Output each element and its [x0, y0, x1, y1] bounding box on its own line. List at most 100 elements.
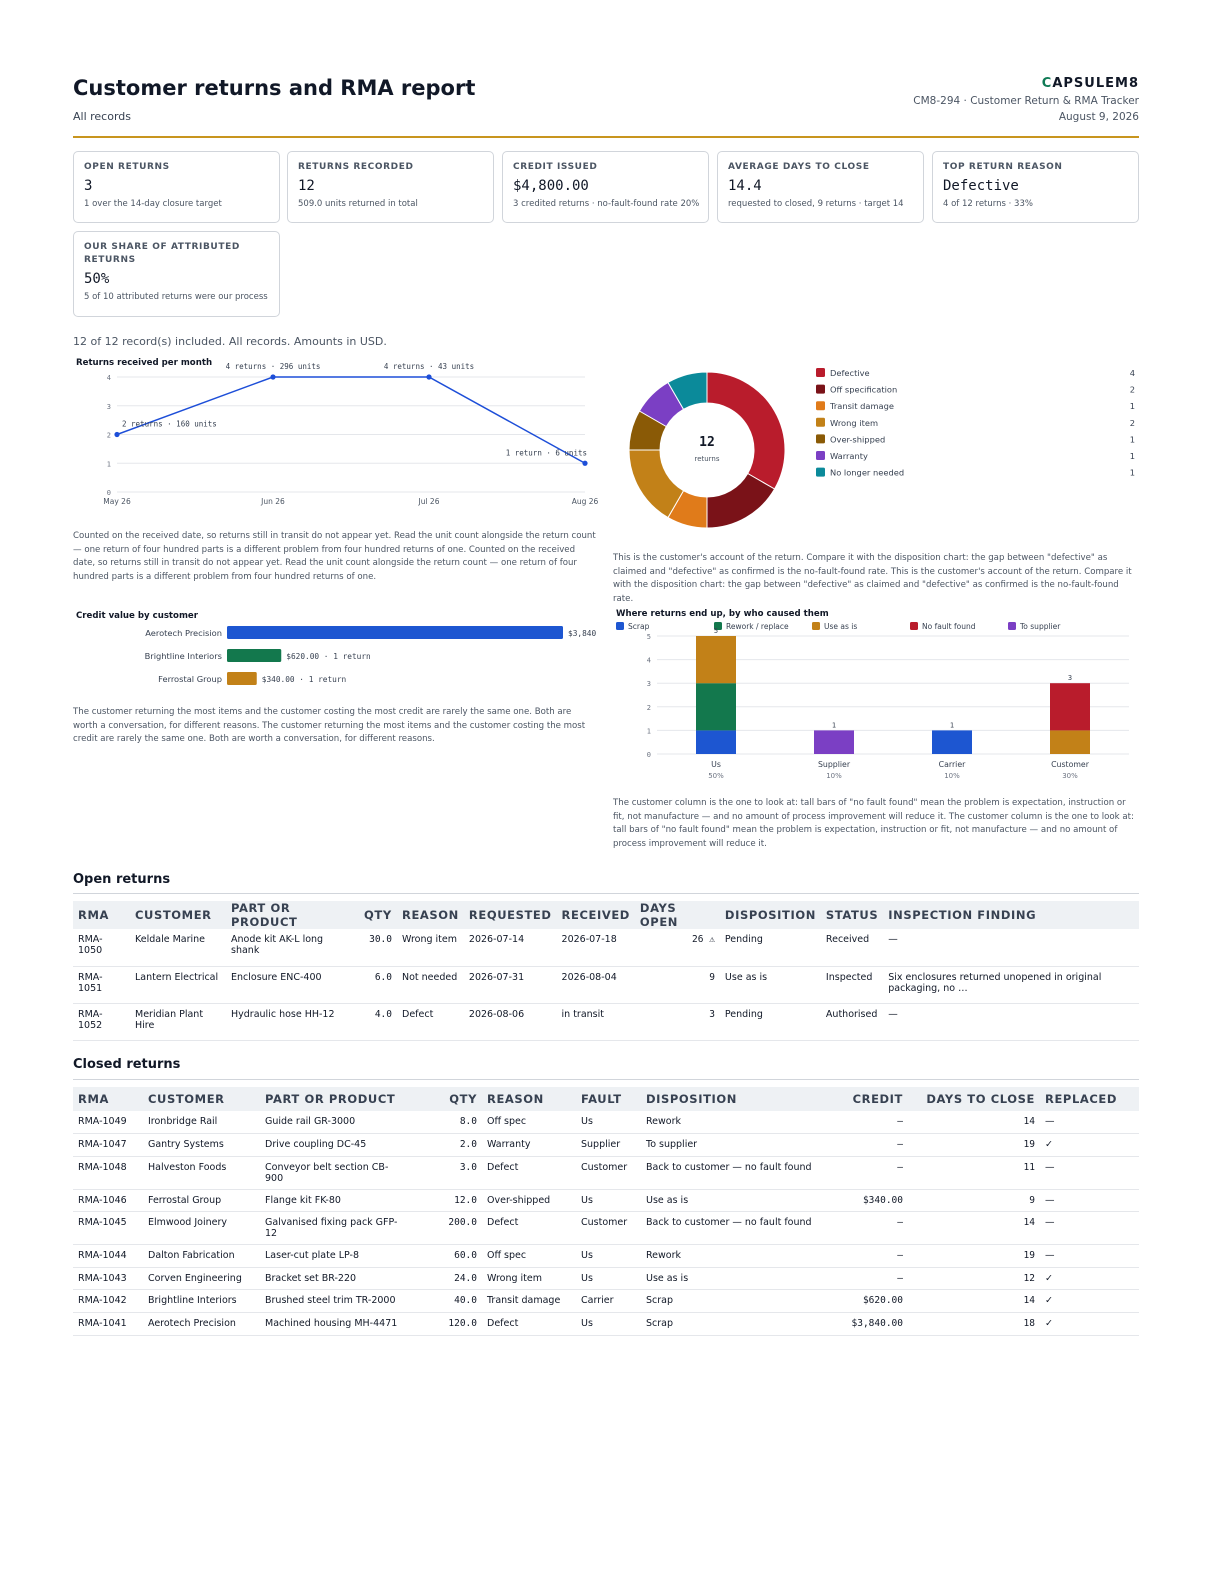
table-header-row: RMA CUSTOMER PART OR PRODUCT QTY REASON …	[73, 901, 1139, 929]
data-point	[114, 431, 120, 438]
table-row: RMA-1048 Halveston Foods Conveyor belt sec…	[73, 1156, 1139, 1190]
kpi-value: 14.4	[728, 178, 762, 194]
closed-returns-table: RMA CUSTOMER PART OR PRODUCT QTY REASON …	[73, 1087, 1139, 1336]
replaced-cell: —	[1040, 1244, 1139, 1268]
reason-cell: Over-shipped	[482, 1189, 576, 1213]
column-header: RMA	[73, 901, 130, 929]
x-tick-label: Carrier	[939, 760, 966, 769]
y-tick-label: 3	[107, 403, 111, 411]
column-header: DISPOSITION	[719, 901, 821, 929]
qty-cell: 40.0	[410, 1289, 482, 1314]
table-row: RMA-1051 Lantern Electrical Enclosure EN…	[73, 966, 1139, 1004]
disposition-cell: Pending	[719, 929, 821, 967]
y-tick-label: 5	[647, 633, 651, 641]
total-label: 1	[832, 721, 836, 729]
x-tick-label: Jul 26	[418, 497, 440, 506]
x-tick-sublabel: 30%	[1062, 772, 1078, 780]
days-cell: 14	[908, 1111, 1040, 1135]
kpi-label: TOP RETURN REASON	[943, 162, 1063, 172]
legend-swatch	[816, 384, 825, 394]
kpi-value: 3	[84, 178, 93, 194]
days-cell: 11	[908, 1156, 1040, 1190]
legend-value: 1	[1130, 468, 1135, 478]
requested-cell: 2026-08-06	[463, 1003, 557, 1041]
data-point	[270, 374, 276, 380]
table-row: RMA-1041 Aerotech Precision Machined housi…	[73, 1312, 1139, 1336]
fault-cell: Carrier	[576, 1289, 641, 1314]
open-returns-table: RMA CUSTOMER PART OR PRODUCT QTY REASON …	[73, 901, 1139, 1041]
replaced-cell: ✓	[1040, 1312, 1139, 1336]
disposition-cell: Rework	[641, 1111, 831, 1135]
table-row: RMA-1050 Keldale Marine Anode kit AK-L l…	[73, 929, 1139, 967]
disposition-cell: To supplier	[641, 1133, 831, 1157]
data-label: 2 returns · 160 units	[122, 420, 217, 429]
column-header: REASON	[482, 1087, 576, 1111]
divider	[73, 893, 1139, 894]
kpi-our-share: OUR SHARE OF ATTRIBUTED RETURNS 50% 5 of…	[73, 231, 280, 317]
kpi-top-return-reason: TOP RETURN REASON Defective 4 of 12 retu…	[932, 151, 1139, 223]
fault-cell: Customer	[576, 1156, 641, 1190]
column-header: QTY	[359, 901, 397, 929]
column-header: INSPECTION FINDING	[883, 901, 1139, 929]
rma-cell: RMA-1043	[73, 1267, 143, 1291]
legend-label: To supplier	[1019, 622, 1061, 631]
part-cell: Flange kit FK-80	[260, 1189, 410, 1213]
legend-swatch	[816, 434, 825, 444]
requested-cell: 2026-07-31	[463, 966, 557, 1004]
part-cell: Conveyor belt section CB-900	[260, 1156, 410, 1190]
status-cell: Received	[820, 929, 884, 967]
x-tick-label: Customer	[1051, 760, 1090, 769]
column-header: FAULT	[576, 1087, 641, 1111]
legend-swatch	[714, 622, 722, 630]
legend-label: Transit damage	[829, 401, 894, 411]
scope-text: 12 of 12 record(s) included. All records…	[73, 335, 387, 348]
received-cell: 2026-08-04	[556, 966, 635, 1004]
part-cell: Galvanised fixing pack GFP-12	[260, 1211, 410, 1246]
qty-cell: 120.0	[410, 1312, 482, 1336]
kpi-note: 4 of 12 returns · 33%	[943, 199, 1033, 209]
table-row: RMA-1049 Ironbridge Rail Guide rail GR-300…	[73, 1111, 1139, 1135]
kpi-returns-recorded: RETURNS RECORDED 12 509.0 units returned…	[287, 151, 494, 223]
customer-cell: Ironbridge Rail	[143, 1111, 260, 1135]
days-cell: 19	[908, 1244, 1040, 1268]
kpi-note: 1 over the 14-day closure target	[84, 199, 222, 209]
legend-label: Use as is	[824, 622, 857, 631]
credit-cell: –	[831, 1211, 908, 1246]
bar	[227, 672, 257, 685]
kpi-label: OUR SHARE OF ATTRIBUTED RETURNS	[84, 242, 240, 265]
disposition-chart-caption: The customer column is the one to look a…	[613, 798, 1134, 849]
rma-cell: RMA-1051	[73, 966, 130, 1004]
part-cell: Guide rail GR-3000	[260, 1111, 410, 1135]
chart-title: Credit value by customer	[76, 611, 199, 621]
table-row: RMA-1047 Gantry Systems Drive coupling DC-…	[73, 1133, 1139, 1157]
legend-swatch	[616, 622, 624, 630]
legend-swatch	[816, 417, 825, 427]
replaced-cell: ✓	[1040, 1289, 1139, 1314]
legend-value: 4	[1130, 368, 1135, 378]
part-cell: Laser-cut plate LP-8	[260, 1244, 410, 1268]
kpi-open-returns: OPEN RETURNS 3 1 over the 14-day closure…	[73, 151, 280, 223]
kpi-note: 5 of 10 attributed returns were our proc…	[84, 292, 268, 302]
legend-label: No fault found	[922, 622, 976, 631]
qty-cell: 200.0	[410, 1211, 482, 1246]
kpi-label: OPEN RETURNS	[84, 162, 170, 172]
kpi-note: 509.0 units returned in total	[298, 199, 418, 209]
days-cell: 14	[908, 1211, 1040, 1246]
part-cell: Hydraulic hose HH-12	[226, 1003, 359, 1041]
days-cell: 18	[908, 1312, 1040, 1336]
column-header: REQUESTED	[463, 901, 557, 929]
disposition-stacked-chart: Where returns end up, by who caused them…	[616, 609, 1129, 780]
part-cell: Bracket set BR-220	[260, 1267, 410, 1291]
legend-label: Rework / replace	[726, 622, 789, 631]
x-tick-sublabel: 10%	[826, 772, 842, 780]
legend-value: 1	[1130, 451, 1135, 461]
legend-value: 2	[1130, 418, 1135, 428]
part-cell: Enclosure ENC-400	[226, 966, 359, 1004]
brand-name: APSULEM8	[1052, 76, 1139, 91]
kpi-value: 12	[298, 178, 315, 194]
credit-cell: –	[831, 1133, 908, 1157]
line-chart: Returns received per month 0 1 2 3 4 May 26 Jun…	[76, 358, 599, 506]
legend-label: Defective	[830, 368, 870, 378]
credit-cell: $340.00	[831, 1189, 908, 1213]
